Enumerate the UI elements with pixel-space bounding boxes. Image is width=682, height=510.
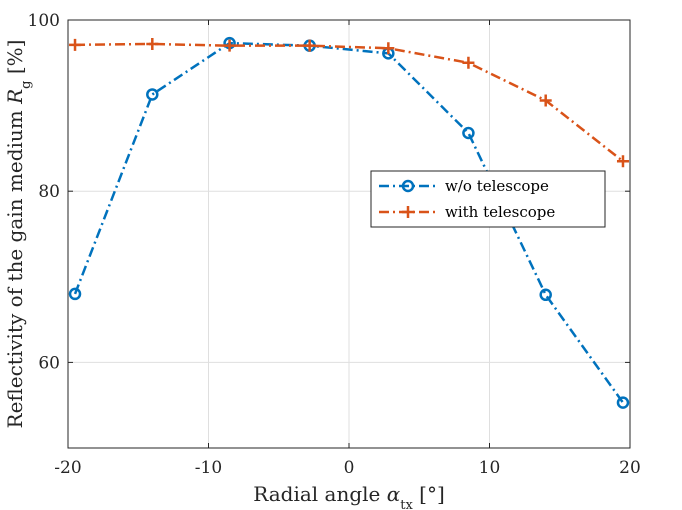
data-point-plus [462,56,475,69]
x-tick-label: 20 [619,458,641,478]
series-line [73,41,624,404]
data-point-plus [303,39,316,52]
x-tick-label: -20 [54,458,81,478]
data-point-plus [223,39,236,52]
y-tick-label: 100 [28,11,60,31]
x-tick-label: 0 [344,458,355,478]
axis-ticks: -20 -10 0 10 20 60 80 100 [28,11,641,478]
series-with-telescope [69,37,629,168]
data-point-circle [539,288,552,302]
data-point-plus [616,155,629,168]
data-point-circle [616,396,630,409]
data-point-plus [69,38,82,51]
data-point-plus [146,37,159,50]
y-axis-label: Reflectivity of the gain medium Rg [%] [3,40,34,429]
grid [68,20,630,448]
y-tick-label: 60 [38,353,60,373]
x-axis-label: Radial angle αtx [°] [253,482,445,510]
legend: w/o telescope with telescope [370,170,606,228]
data-point-circle [401,179,415,193]
y-tick-label: 80 [38,182,60,202]
series-layer [68,36,630,409]
data-point-circle [462,126,475,140]
series-w-o-telescope [68,36,630,409]
x-tick-label: -10 [195,458,222,478]
data-point-circle [68,287,82,301]
legend-label: with telescope [445,203,555,221]
x-tick-label: 10 [479,458,501,478]
data-point-plus [539,94,552,107]
series-line [75,42,624,163]
data-point-plus [382,42,395,55]
legend-label: w/o telescope [445,177,549,195]
data-point-plus [402,206,414,218]
data-point-circle [146,88,159,101]
